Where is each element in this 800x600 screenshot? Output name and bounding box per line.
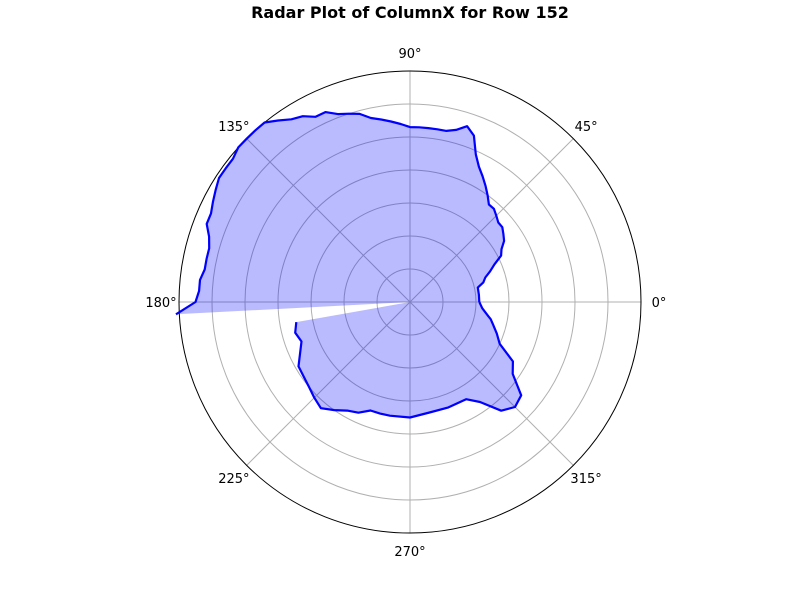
series-fill: [176, 112, 505, 315]
data-series: [175, 111, 523, 419]
angular-tick-label: 0°: [652, 296, 667, 311]
angular-tick-labels: 0° 45° 90° 135° 180° 225° 270° 315°: [145, 47, 666, 560]
angular-tick-label: 180°: [145, 296, 176, 311]
chart-title: Radar Plot of ColumnX for Row 152: [251, 3, 569, 22]
outer-ring: [178, 70, 642, 534]
angular-gridline: [409, 301, 574, 466]
angular-gridline: [246, 138, 411, 303]
angular-tick-label: 270°: [394, 545, 425, 560]
series-line: [175, 111, 506, 316]
angular-tick-label: 225°: [218, 472, 249, 487]
angular-tick-label: 135°: [218, 120, 249, 135]
angular-tick-label: 45°: [575, 120, 598, 135]
series-line: [294, 301, 523, 419]
angular-gridline: [409, 138, 574, 303]
angular-tick-label: 90°: [398, 47, 421, 62]
polar-grid: [178, 70, 642, 534]
series-fill: [295, 302, 522, 418]
angular-gridline: [246, 301, 411, 466]
angular-tick-label: 315°: [570, 472, 601, 487]
